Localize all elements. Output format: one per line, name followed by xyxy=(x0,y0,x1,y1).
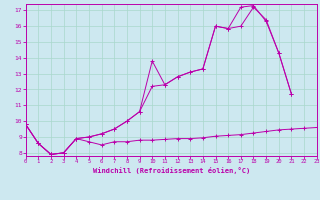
X-axis label: Windchill (Refroidissement éolien,°C): Windchill (Refroidissement éolien,°C) xyxy=(92,167,250,174)
